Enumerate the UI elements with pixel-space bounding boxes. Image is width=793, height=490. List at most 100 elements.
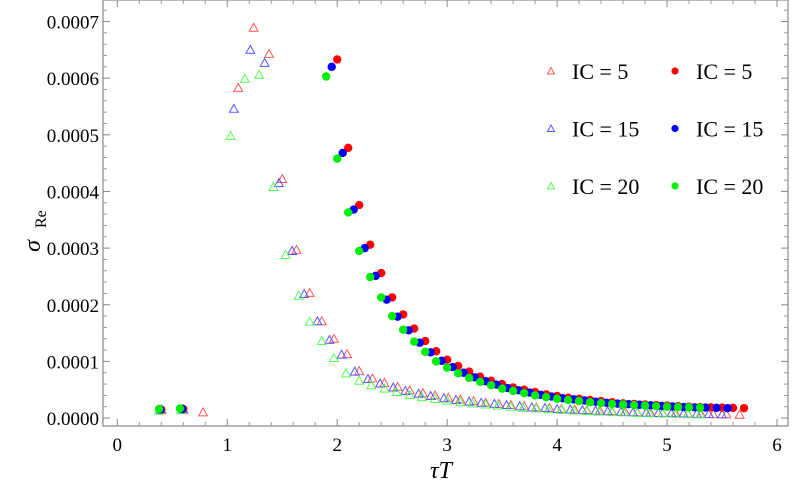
y-tick-label: 0.0005 xyxy=(47,126,99,147)
data-point-circle xyxy=(327,62,336,72)
data-point-circle xyxy=(365,272,375,282)
data-point-triangle xyxy=(568,404,579,415)
data-point-triangle xyxy=(298,288,310,299)
data-point-triangle xyxy=(245,44,256,54)
data-point-triangle xyxy=(581,405,593,416)
data-point-triangle xyxy=(682,408,694,419)
legend-label: IC = 5 xyxy=(696,59,752,84)
data-point-triangle xyxy=(556,404,567,414)
x-axis-label: τT xyxy=(430,458,454,484)
x-tick-label: 6 xyxy=(772,435,782,456)
y-tick-label: 0.0004 xyxy=(47,182,100,203)
data-point-triangle xyxy=(316,315,328,326)
legend-circle-icon xyxy=(671,67,679,75)
y-axis-label-main: σ xyxy=(20,239,46,252)
data-point-circle xyxy=(508,386,518,396)
data-point-circle xyxy=(684,403,694,412)
data-point-triangle xyxy=(450,394,462,404)
data-point-triangle xyxy=(197,406,209,417)
data-point-triangle xyxy=(304,316,315,326)
x-tick-label: 1 xyxy=(222,435,232,456)
data-point-triangle xyxy=(615,406,627,416)
series-circle-5 xyxy=(154,72,705,414)
data-point-circle xyxy=(739,403,749,413)
data-point-triangle xyxy=(259,57,270,67)
legend-label: IC = 15 xyxy=(696,117,763,142)
data-point-circle xyxy=(563,395,573,405)
data-point-triangle xyxy=(293,290,304,300)
data-point-triangle xyxy=(253,69,265,79)
data-point-triangle xyxy=(353,375,365,385)
data-point-triangle xyxy=(268,181,279,191)
data-point-triangle xyxy=(400,385,411,395)
legend-entry: IC = 15 xyxy=(546,117,639,142)
data-point-triangle xyxy=(716,408,728,419)
data-point-triangle xyxy=(565,404,576,414)
data-point-triangle xyxy=(362,373,374,384)
data-point-circle xyxy=(723,403,732,413)
plot-border xyxy=(102,0,789,427)
series-circle-4 xyxy=(155,62,732,414)
legend: IC = 5 IC = 5 IC = 15 IC = 15 IC = 20 IC = 20 xyxy=(546,59,763,199)
data-point-triangle xyxy=(640,407,652,417)
legend-circle-icon xyxy=(671,124,679,133)
series-circle-3 xyxy=(157,55,749,414)
data-point-triangle xyxy=(590,405,601,415)
data-point-circle xyxy=(475,377,485,387)
x-tick-label: 2 xyxy=(332,435,342,456)
data-point-triangle xyxy=(328,333,340,343)
data-point-circle xyxy=(618,400,628,409)
y-tick-label: 0.0006 xyxy=(47,69,99,90)
legend-triangle-icon xyxy=(546,181,556,190)
data-point-circle xyxy=(354,246,364,256)
data-point-triangle xyxy=(455,396,466,407)
data-point-triangle xyxy=(324,334,335,344)
data-point-circle xyxy=(640,401,650,410)
legend-entry: IC = 5 xyxy=(671,59,752,84)
legend-label: IC = 15 xyxy=(572,117,639,142)
y-tick-label: 0.0007 xyxy=(47,13,99,34)
data-points xyxy=(153,22,749,419)
data-point-circle xyxy=(596,398,606,408)
data-point-triangle xyxy=(263,48,275,58)
data-point-circle xyxy=(322,72,331,81)
legend-label: IC = 20 xyxy=(572,174,639,199)
data-point-triangle xyxy=(657,408,668,418)
data-point-triangle xyxy=(618,406,630,417)
data-point-circle xyxy=(154,404,164,414)
x-tick-label: 3 xyxy=(442,435,452,456)
y-axis-label-subscript: Re xyxy=(33,210,50,228)
data-point-triangle xyxy=(492,400,503,410)
data-point-triangle xyxy=(379,383,390,393)
data-point-circle xyxy=(338,148,347,158)
data-point-circle xyxy=(607,399,617,409)
data-point-circle xyxy=(343,143,353,153)
data-point-triangle xyxy=(349,366,361,376)
data-point-circle xyxy=(519,388,529,398)
data-point-triangle xyxy=(404,389,416,399)
data-point-circle xyxy=(409,337,419,346)
data-point-triangle xyxy=(632,407,643,417)
y-tick-label: 0.0003 xyxy=(47,239,99,260)
data-point-triangle xyxy=(388,382,399,392)
data-point-triangle xyxy=(644,407,655,418)
data-point-triangle xyxy=(530,403,542,413)
data-point-triangle xyxy=(336,349,347,359)
data-point-circle xyxy=(464,373,474,383)
data-point-triangle xyxy=(691,408,702,418)
data-point-triangle xyxy=(703,408,715,419)
data-point-circle xyxy=(175,404,185,413)
data-point-triangle xyxy=(280,249,291,259)
data-point-circle xyxy=(332,154,342,163)
data-point-triangle xyxy=(312,315,323,326)
data-point-triangle xyxy=(286,245,298,255)
data-point-circle xyxy=(530,391,540,400)
data-point-triangle xyxy=(429,393,441,403)
data-point-triangle xyxy=(416,391,428,402)
data-point-triangle xyxy=(593,406,605,416)
data-point-circle xyxy=(585,398,595,407)
y-tick-label: 0.0000 xyxy=(47,409,99,430)
data-point-triangle xyxy=(413,388,424,398)
data-point-circle xyxy=(332,55,342,64)
